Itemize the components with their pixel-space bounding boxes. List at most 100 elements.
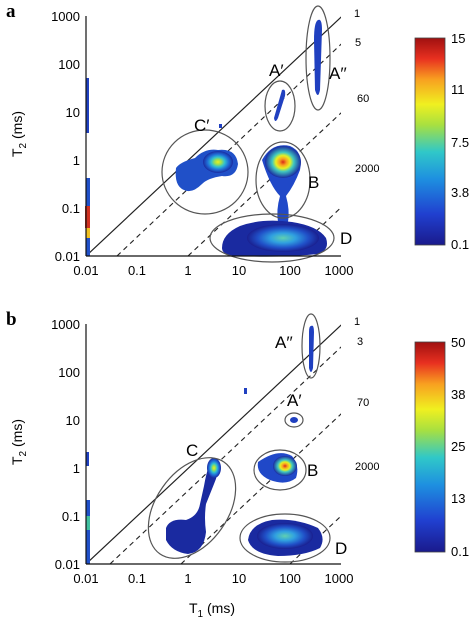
y-ticks: 1000 100 10 1 0.1 0.01 — [51, 9, 80, 264]
panel-label: b — [6, 309, 17, 330]
blob-b-core — [273, 456, 297, 476]
region-label-b: B — [307, 461, 318, 480]
x-tick-label: 1000 — [325, 571, 354, 586]
y-ticks: 1000 100 10 1 0.1 0.01 — [51, 317, 80, 572]
x-tick-label: 10 — [232, 571, 246, 586]
ratio-label-5: 5 — [355, 37, 361, 49]
colorbar-tick: 11 — [451, 82, 465, 97]
outline-b — [253, 449, 307, 491]
region-label-a-double-prime: A′′ — [275, 333, 293, 352]
outline-a-prime — [284, 412, 304, 428]
edge-signal-hot — [85, 206, 90, 228]
colorbar-tick: 13 — [451, 491, 465, 506]
y-tick-label: 1 — [73, 461, 80, 476]
region-label-c: C — [186, 441, 198, 460]
ratio-label-1: 1 — [354, 316, 360, 328]
axes — [85, 324, 341, 565]
colorbar-tick: 25 — [451, 439, 465, 454]
edge-signal-mid — [86, 228, 90, 238]
blob-c-prime-dot — [219, 124, 222, 128]
y-tick-label: 1 — [73, 153, 80, 168]
y-tick-label: 1000 — [51, 9, 80, 24]
x-tick-label: 0.01 — [73, 263, 98, 278]
ratio-label-1: 1 — [354, 8, 360, 20]
region-outlines — [147, 313, 331, 563]
region-label-c-prime: C′ — [194, 116, 209, 135]
colorbar-tick: 15 — [451, 31, 465, 46]
region-label-a-prime: A′ — [287, 391, 302, 410]
blob-c-prime-core — [203, 151, 233, 173]
y-tick-label: 0.1 — [62, 201, 80, 216]
edge-signal-upper — [86, 78, 89, 133]
panel-label: a — [6, 1, 16, 22]
colorbar-tick: 38 — [451, 387, 465, 402]
ratio-line-3 — [109, 346, 341, 564]
region-label-d: D — [340, 229, 352, 248]
colorbar-tick: 0.1 — [451, 544, 469, 559]
y-axis-label: T2 (ms) — [9, 419, 29, 465]
blob-a-prime — [290, 417, 298, 423]
outline-c-prime — [161, 129, 249, 215]
panel-b: b 1 3 70 2000 — [6, 309, 469, 620]
edge-signal-lower — [86, 500, 90, 564]
y-tick-label: 0.01 — [55, 249, 80, 264]
ratio-line-1 — [86, 324, 341, 564]
y-tick-label: 10 — [66, 105, 80, 120]
stray-signal — [244, 388, 247, 394]
region-label-b: B — [308, 173, 319, 192]
distribution-blobs — [85, 19, 327, 257]
x-tick-label: 100 — [279, 263, 301, 278]
y-tick-label: 0.01 — [55, 557, 80, 572]
ratio-line-1 — [86, 16, 341, 256]
edge-signal-mid — [86, 516, 90, 530]
outline-d — [209, 213, 335, 263]
colorbar-tick: 7.5 — [451, 135, 469, 150]
edge-signal-upper — [86, 452, 89, 466]
ratio-label-60: 60 — [357, 93, 369, 105]
y-axis-label: T2 (ms) — [9, 111, 29, 157]
colorbar-gradient — [414, 341, 446, 553]
blob-d-core — [257, 523, 313, 549]
y-tick-label: 10 — [66, 413, 80, 428]
region-label-d: D — [335, 539, 347, 558]
x-tick-label: 10 — [232, 263, 246, 278]
colorbar: 50 38 25 13 0.1 — [414, 335, 469, 559]
region-label-a-double-prime: A′′ — [329, 64, 347, 83]
outline-d — [239, 513, 331, 563]
region-label-a-prime: A′ — [269, 61, 284, 80]
colorbar-gradient — [414, 37, 446, 246]
panel-a: a 1 5 60 2000 — [6, 1, 469, 278]
distribution-blobs — [86, 325, 323, 564]
x-tick-label: 0.1 — [128, 263, 146, 278]
x-tick-label: 1 — [184, 263, 191, 278]
x-tick-label: 1000 — [325, 263, 354, 278]
outline-a-double-prime — [305, 5, 331, 111]
outline-c — [147, 457, 237, 559]
blob-d-core — [247, 224, 319, 252]
ratio-label-3: 3 — [357, 336, 363, 348]
x-tick-label: 100 — [279, 571, 301, 586]
ratio-label-2000: 2000 — [355, 163, 379, 175]
colorbar-tick: 0.1 — [451, 237, 469, 252]
x-axis-label: T1 (ms) — [189, 600, 235, 620]
colorbar-tick: 50 — [451, 335, 465, 350]
colorbar: 15 11 7.5 3.8 0.1 — [414, 31, 469, 252]
x-tick-label: 0.1 — [128, 571, 146, 586]
blob-a-double-prime — [314, 19, 322, 95]
colorbar-tick: 3.8 — [451, 185, 469, 200]
ratio-lines — [86, 324, 341, 564]
blob-a-prime — [274, 89, 286, 121]
outline-b — [255, 141, 311, 219]
y-tick-label: 100 — [58, 365, 80, 380]
ratio-label-2000: 2000 — [355, 461, 379, 473]
blob-a-double-prime — [309, 325, 314, 372]
blob-c-core — [207, 458, 221, 478]
outline-a-double-prime — [301, 313, 321, 379]
axes — [85, 16, 341, 257]
blob-b-core — [265, 146, 301, 178]
region-outlines — [161, 5, 335, 263]
outline-a-prime — [264, 80, 296, 132]
ratio-line-5 — [116, 43, 341, 256]
y-tick-label: 1000 — [51, 317, 80, 332]
